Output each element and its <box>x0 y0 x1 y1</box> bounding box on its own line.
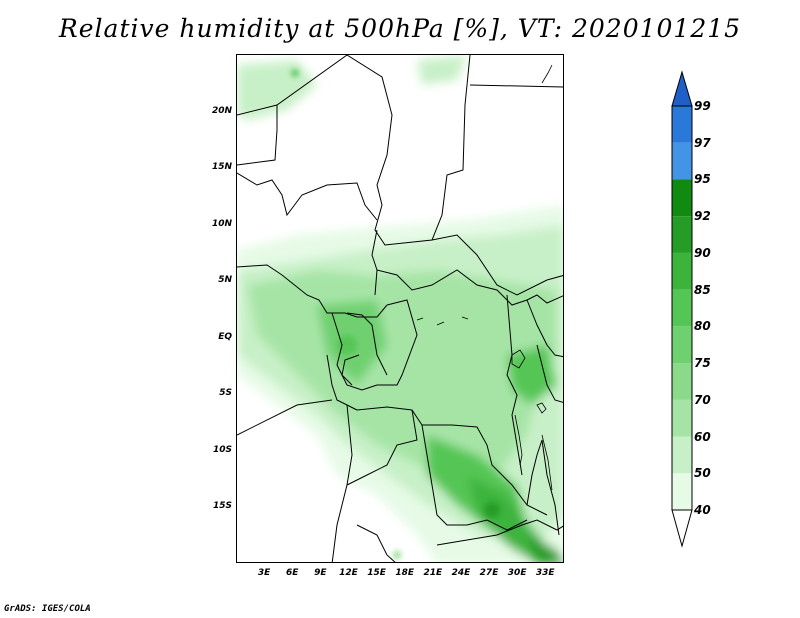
colorbar-level-label: 50 <box>694 466 711 481</box>
colorbar-level-label: 99 <box>694 99 711 113</box>
lon-tick-label: 21E <box>423 568 443 578</box>
colorbar-level-label: 92 <box>694 209 711 224</box>
lon-tick-label: 12E <box>339 568 358 578</box>
colorbar-swatch <box>672 363 692 400</box>
colorbar-swatch <box>672 289 692 327</box>
colorbar-swatch <box>672 326 692 364</box>
lon-tick-label: 9E <box>314 568 327 578</box>
lon-tick-label: 30E <box>507 568 527 578</box>
colorbar-swatch <box>672 473 692 510</box>
colorbar-level-label: 70 <box>694 392 711 407</box>
colorbar-level-label: 85 <box>694 282 711 297</box>
colorbar-level-label: 40 <box>694 503 711 517</box>
colorbar-level-label: 80 <box>694 319 711 334</box>
colorbar-high-triangle <box>671 70 693 107</box>
lat-tick-label: 15S <box>212 501 232 512</box>
country-borders <box>237 55 563 562</box>
lon-tick-label: 3E <box>257 568 271 578</box>
colorbar-frame <box>671 105 693 511</box>
colorbar-level-label: 90 <box>694 245 711 260</box>
lon-tick-label: 18E <box>395 568 415 578</box>
credit-text: GrADS: IGES/COLA <box>4 604 91 614</box>
lat-tick-label: EQ <box>218 331 232 342</box>
colorbar-swatch <box>672 216 692 253</box>
colorbar-swatch <box>672 142 692 180</box>
colorbar <box>671 70 693 548</box>
colorbar-swatch <box>672 399 692 437</box>
humidity-field <box>237 55 563 562</box>
lat-tick-label: 20N <box>211 105 232 116</box>
map-panel <box>236 54 564 563</box>
colorbar-swatch <box>672 106 692 143</box>
lat-tick-label: 10N <box>211 218 232 229</box>
lon-tick-label: 33E <box>535 568 555 578</box>
lat-tick-label: 5N <box>218 275 232 286</box>
lakes <box>416 64 553 491</box>
lat-tick-label: 5S <box>219 388 232 399</box>
map-title: Relative humidity at 500hPa [%], VT: 202… <box>58 14 742 43</box>
humidity-map <box>237 55 563 562</box>
colorbar-level-label: 60 <box>694 429 711 444</box>
lon-tick-label: 6E <box>286 568 299 578</box>
lat-tick-label: 10S <box>212 444 232 455</box>
colorbar-swatch <box>672 252 692 290</box>
lat-tick-label: 15N <box>211 162 232 173</box>
colorbar-low-triangle <box>671 509 693 548</box>
colorbar-swatch <box>672 436 692 474</box>
colorbar-level-label: 95 <box>694 172 711 187</box>
colorbar-swatch <box>672 179 692 217</box>
colorbar-level-label: 75 <box>694 356 711 371</box>
lon-tick-label: 24E <box>451 568 471 578</box>
lon-tick-label: 15E <box>367 568 386 578</box>
colorbar-level-label: 97 <box>694 135 711 150</box>
lon-tick-label: 27E <box>479 568 499 578</box>
